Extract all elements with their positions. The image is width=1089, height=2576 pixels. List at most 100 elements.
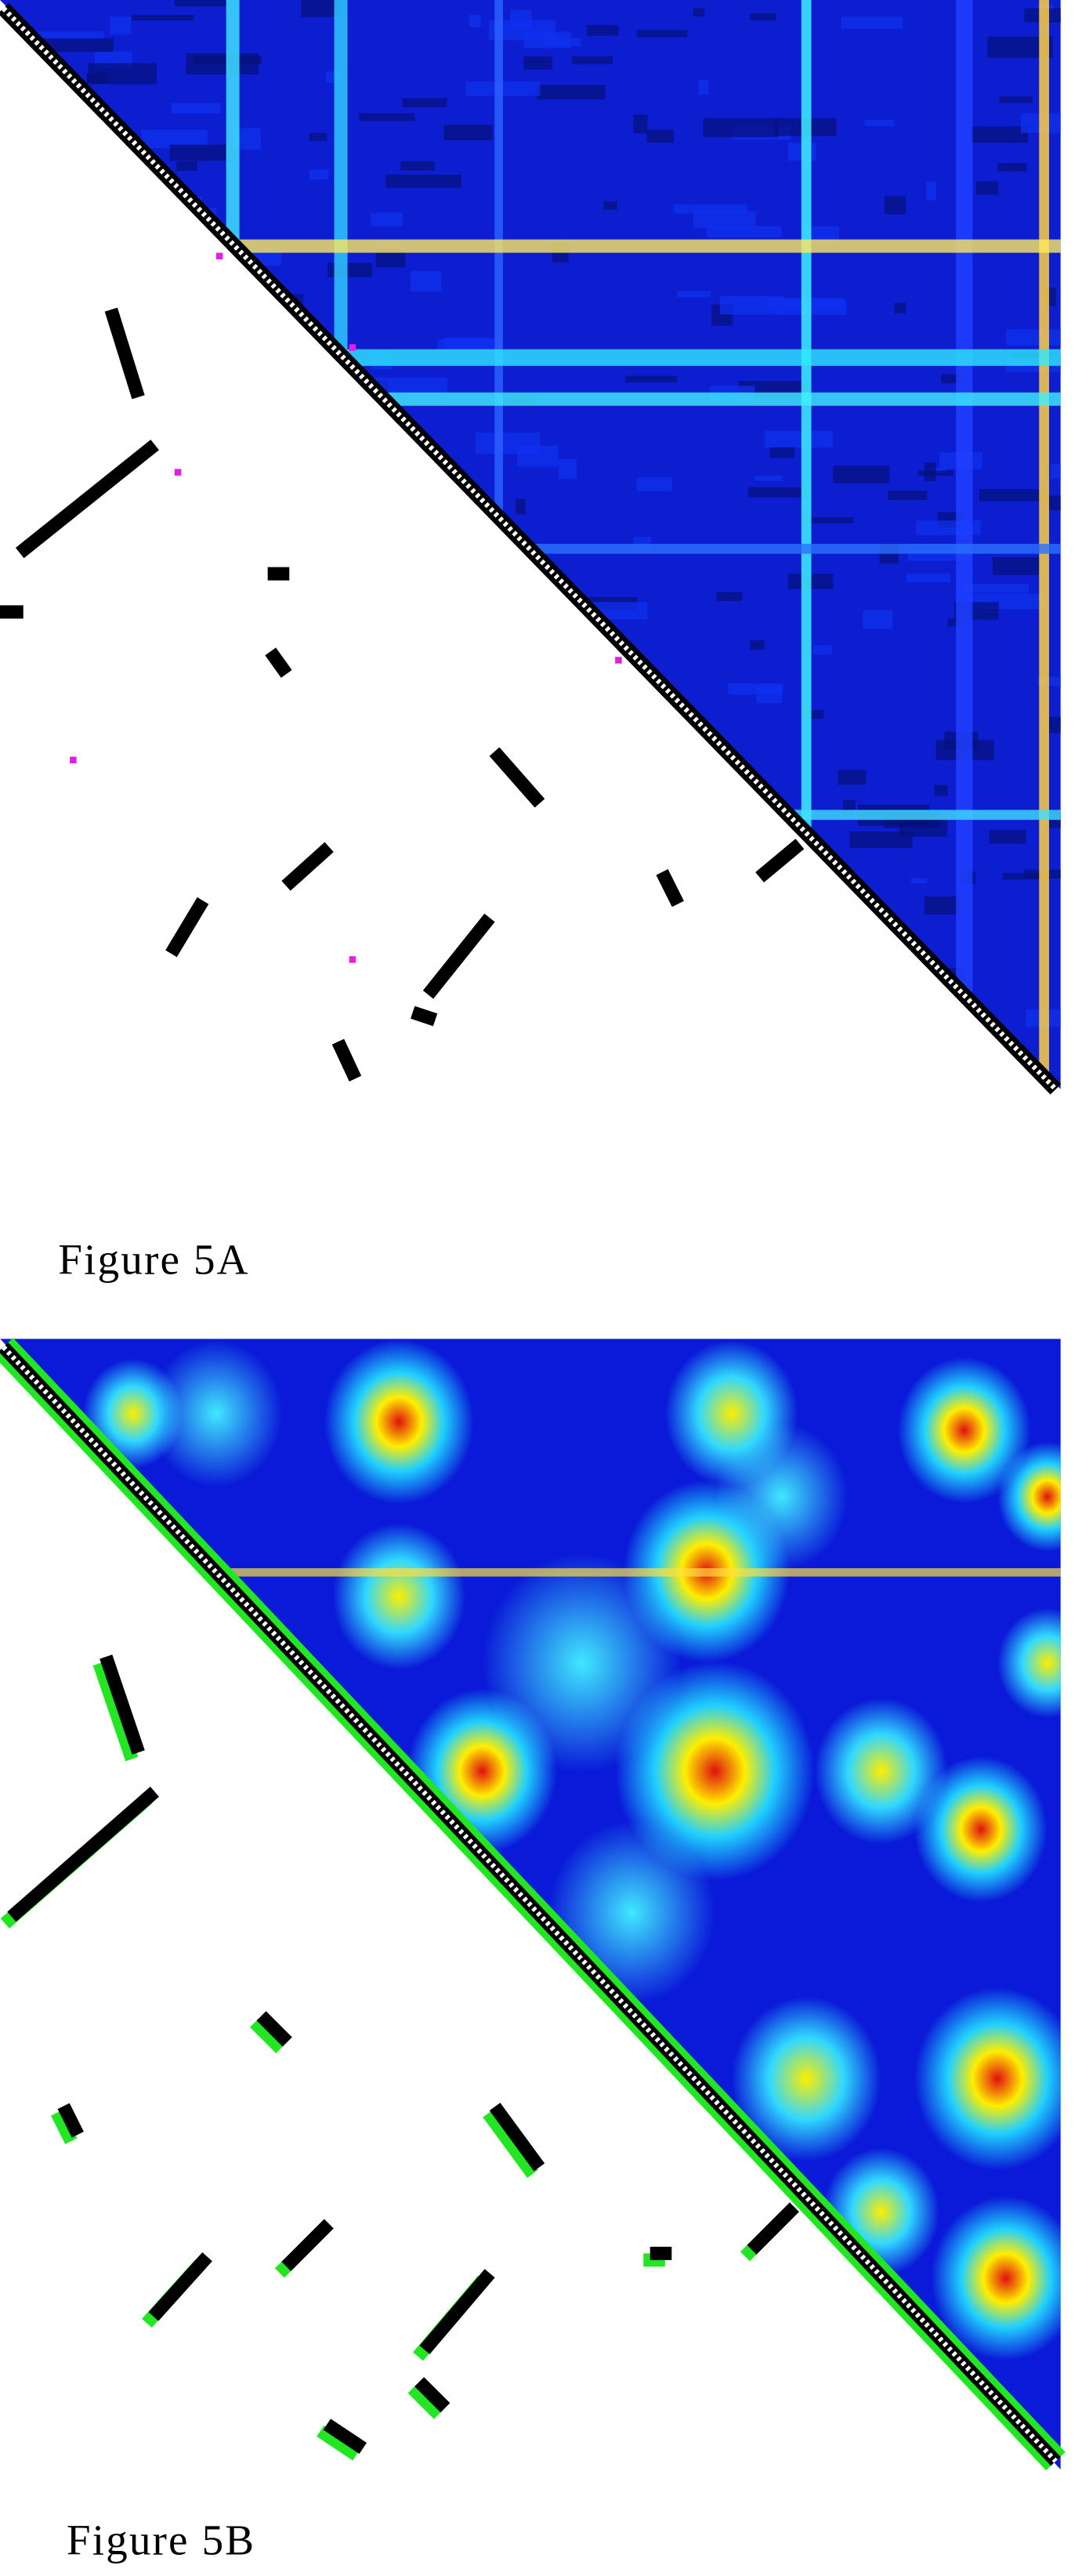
heatmap-cell — [2, 522, 37, 537]
heatmap-cell — [924, 896, 961, 915]
heatmap-cell — [418, 903, 441, 914]
heatmap-cell — [1024, 869, 1061, 879]
heatmap-cell — [603, 201, 617, 210]
heatmap-cell — [750, 639, 765, 650]
heatmap-cell — [396, 758, 434, 770]
heatmap-blob — [482, 1552, 682, 1773]
heatmap-cell — [134, 793, 201, 799]
heatmap-cell — [316, 1032, 366, 1041]
heatmap-cell — [175, 161, 197, 172]
heatmap-cell — [384, 668, 400, 679]
heatmap-cell — [309, 169, 329, 180]
heatmap-cell — [510, 888, 534, 895]
contact-cluster — [51, 2110, 78, 2145]
contact-cluster — [92, 1661, 139, 1762]
contact-cluster — [281, 2219, 334, 2271]
diagonal — [1, 1345, 1058, 2463]
heatmap-cell — [838, 770, 866, 785]
heatmap-cell — [537, 85, 606, 100]
heatmap-cell — [884, 196, 906, 215]
heatmap-cell — [162, 770, 219, 786]
heatmap-cell — [587, 24, 619, 36]
heatmap-blob — [332, 1523, 466, 1670]
heatmap-cell — [385, 174, 461, 188]
heatmap-cell — [88, 63, 157, 85]
heatmap-cell — [559, 458, 577, 480]
heatmap-blob — [914, 1987, 1061, 2171]
heatmap-cell — [31, 31, 104, 41]
contact-cluster — [414, 2377, 450, 2413]
heatmap-cell — [962, 583, 1029, 593]
heatmap-cell — [894, 303, 906, 313]
heatmap-cell — [262, 525, 277, 533]
heatmap-cell — [621, 718, 665, 726]
heatmap-cell — [171, 103, 221, 114]
heatmap-cell — [60, 279, 103, 294]
heatmap-blob — [731, 1996, 881, 2161]
heatmap-cell — [48, 835, 92, 844]
contact-cluster — [256, 2011, 292, 2047]
contact-point — [349, 956, 356, 963]
heatmap-blob — [324, 1339, 474, 1505]
heatmap-cell — [337, 996, 360, 1006]
contact-cluster — [656, 869, 684, 908]
contact-cluster — [422, 913, 495, 999]
heatmap-cell — [262, 706, 288, 729]
heatmap-cell — [523, 56, 552, 70]
heatmap-cell — [98, 144, 110, 162]
heatmap-cell — [242, 904, 264, 911]
heatmap-cell — [806, 226, 840, 243]
heatmap-cell — [823, 1001, 839, 1020]
heatmap-cell — [765, 430, 834, 448]
heatmap-cell — [447, 676, 475, 690]
heatmap-cell — [864, 119, 895, 126]
contact-cluster — [747, 2202, 800, 2255]
heatmap-cell — [327, 670, 342, 686]
heatmap-cell — [83, 655, 150, 676]
heatmap-cell — [211, 574, 242, 579]
heatmap-cell — [979, 488, 1047, 502]
heatmap-cell — [186, 53, 259, 74]
heatmap-cell — [693, 8, 705, 16]
heatmap-cell — [538, 1075, 550, 1089]
contact-cluster — [407, 2383, 443, 2419]
heatmap-cell — [1051, 464, 1061, 479]
heatmap-cell — [352, 1011, 389, 1032]
heatmap-cell — [33, 242, 104, 248]
heatmap-cell — [750, 13, 776, 20]
heatmap-cell — [617, 838, 692, 858]
heatmap-cell — [572, 56, 613, 64]
heatmap-cell — [682, 1023, 698, 1038]
heatmap-band — [0, 239, 1061, 253]
contact-cluster — [104, 307, 145, 400]
heatmap-cell — [578, 966, 606, 979]
heatmap-cell — [364, 630, 397, 650]
heatmap-cell — [941, 374, 968, 383]
heatmap-cell — [821, 1054, 873, 1067]
contact-cluster — [265, 647, 292, 678]
heatmap-cell — [246, 595, 278, 603]
heatmap-cell — [184, 733, 215, 752]
heatmap-cell — [359, 113, 415, 121]
heatmap-cell — [553, 1057, 583, 1065]
heatmap-cell — [926, 181, 936, 201]
heatmap-cell — [242, 683, 312, 705]
heatmap-blob — [150, 1340, 283, 1487]
heatmap-cell — [636, 30, 688, 38]
heatmap-cell — [248, 731, 269, 746]
heatmap-cell — [528, 986, 584, 999]
heatmap-cell — [246, 805, 277, 825]
heatmap-cell — [141, 129, 208, 149]
heatmap-cell — [841, 16, 903, 29]
heatmap-band — [226, 0, 240, 1089]
contact-cluster — [489, 2103, 545, 2172]
heatmap-cell — [475, 432, 541, 455]
heatmap-blob — [897, 1357, 1031, 1504]
heatmap-cell — [999, 96, 1033, 103]
heatmap-cell — [834, 1079, 852, 1089]
contact-cluster — [99, 1654, 145, 1755]
heatmap-cell — [728, 683, 783, 695]
heatmap-cell — [237, 848, 295, 857]
heatmap-cell — [400, 161, 435, 171]
